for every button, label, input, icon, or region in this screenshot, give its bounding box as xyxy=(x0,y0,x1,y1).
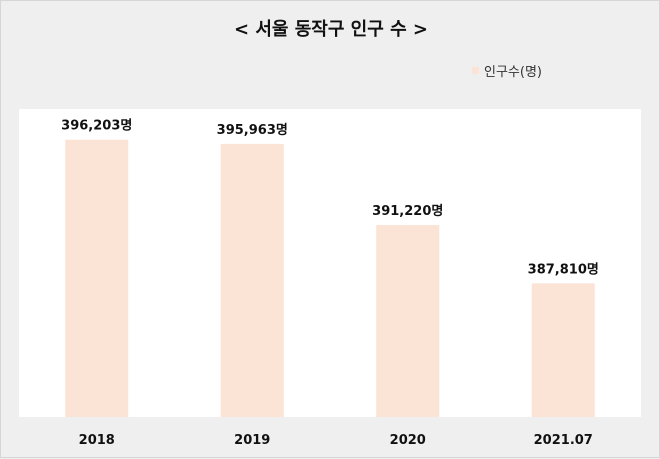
x-tick-label-2018: 2018 xyxy=(79,433,115,448)
legend: 인구수(명) xyxy=(472,61,542,80)
bar-2019 xyxy=(220,143,284,417)
legend-label: 인구수(명) xyxy=(484,65,542,80)
x-tick-label-2020: 2020 xyxy=(390,433,426,448)
bar-2021.07 xyxy=(531,283,595,417)
chart-title: < 서울 동작구 인구 수 > xyxy=(234,19,428,40)
x-tick-label-2021.07: 2021.07 xyxy=(534,433,593,448)
bar-2018 xyxy=(65,139,129,418)
legend-swatch xyxy=(472,67,479,74)
x-tick-label-2019: 2019 xyxy=(234,433,270,448)
bar-2020 xyxy=(376,225,440,417)
data-label-2019: 395,963명 xyxy=(217,122,288,138)
data-label-2020: 391,220명 xyxy=(372,203,443,219)
data-label-2021.07: 387,810명 xyxy=(528,261,599,277)
data-label-2018: 396,203명 xyxy=(61,118,132,134)
